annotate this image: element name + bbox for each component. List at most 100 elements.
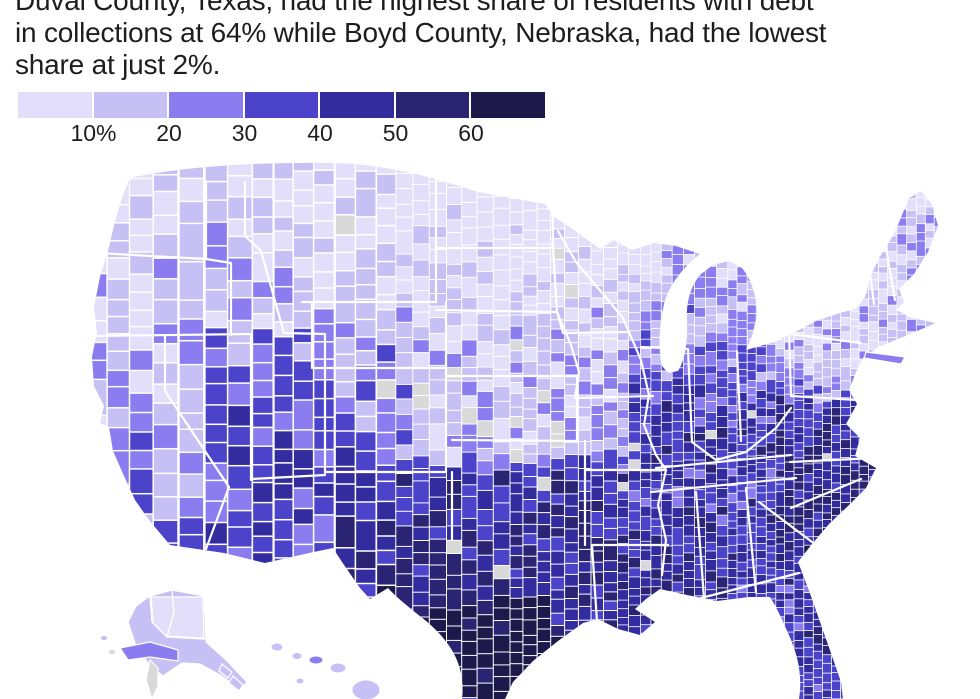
county-cell[interactable] — [590, 619, 606, 634]
county-cell[interactable] — [204, 326, 231, 350]
county-cell[interactable] — [461, 697, 480, 699]
county-cell[interactable] — [850, 527, 862, 538]
county-cell[interactable] — [924, 189, 936, 201]
county-cell[interactable] — [736, 682, 748, 691]
county-cell[interactable] — [694, 694, 707, 699]
county-cell[interactable] — [727, 192, 739, 204]
county-cell[interactable] — [755, 623, 767, 633]
county-cell[interactable] — [906, 428, 918, 441]
county-cell[interactable] — [628, 588, 641, 598]
county-cell[interactable] — [564, 480, 580, 496]
county-cell[interactable] — [640, 200, 653, 211]
county-cell[interactable] — [727, 511, 739, 523]
county-cell[interactable] — [746, 264, 758, 273]
county-cell[interactable] — [933, 191, 944, 202]
county-cell[interactable] — [660, 499, 674, 517]
county-cell[interactable] — [603, 468, 619, 483]
county-cell[interactable] — [906, 453, 918, 465]
county-cell[interactable] — [492, 207, 512, 227]
county-cell[interactable] — [915, 339, 927, 349]
county-cell[interactable] — [671, 216, 685, 226]
county-cell[interactable] — [694, 288, 707, 300]
county-cell[interactable] — [716, 229, 729, 242]
county-cell[interactable] — [84, 691, 110, 699]
county-cell[interactable] — [755, 600, 767, 611]
county-cell[interactable] — [755, 550, 767, 560]
county-cell[interactable] — [412, 669, 431, 685]
county-cell[interactable] — [640, 443, 653, 454]
county-cell[interactable] — [822, 585, 834, 595]
county-cell[interactable] — [933, 627, 944, 638]
county-cell[interactable] — [896, 627, 908, 637]
county-cell[interactable] — [617, 684, 630, 697]
county-cell[interactable] — [775, 242, 787, 254]
county-cell[interactable] — [694, 625, 707, 635]
county-cell[interactable] — [716, 212, 729, 223]
county-cell[interactable] — [784, 277, 796, 289]
county-cell[interactable] — [906, 502, 918, 517]
county-cell[interactable] — [933, 524, 944, 535]
county-cell[interactable] — [671, 649, 685, 662]
county-cell[interactable] — [617, 372, 630, 385]
county-cell[interactable] — [640, 299, 653, 313]
county-cell[interactable] — [128, 559, 156, 581]
county-cell[interactable] — [736, 619, 748, 628]
county-cell[interactable] — [354, 636, 377, 653]
county-cell[interactable] — [705, 532, 718, 544]
county-cell[interactable] — [694, 469, 707, 480]
county-cell[interactable] — [412, 172, 431, 186]
county-cell[interactable] — [603, 226, 619, 238]
county-cell[interactable] — [671, 177, 685, 189]
county-cell[interactable] — [226, 404, 254, 428]
county-cell[interactable] — [522, 250, 538, 264]
county-cell[interactable] — [354, 400, 377, 418]
county-cell[interactable] — [292, 468, 315, 490]
county-cell[interactable] — [660, 250, 674, 260]
county-cell[interactable] — [476, 489, 495, 511]
county-cell[interactable] — [831, 291, 843, 301]
county-cell[interactable] — [509, 256, 525, 271]
county-cell[interactable] — [509, 268, 525, 282]
county-cell[interactable] — [522, 577, 538, 599]
county-cell[interactable] — [312, 184, 336, 205]
county-cell[interactable] — [793, 308, 805, 319]
county-cell[interactable] — [736, 419, 748, 431]
county-cell[interactable] — [292, 327, 315, 345]
county-cell[interactable] — [775, 306, 787, 318]
county-cell[interactable] — [944, 225, 954, 233]
county-cell[interactable] — [803, 350, 815, 361]
county-cell[interactable] — [896, 440, 908, 452]
county-cell[interactable] — [878, 439, 890, 448]
county-cell[interactable] — [683, 451, 696, 462]
county-cell[interactable] — [716, 247, 729, 260]
county-cell[interactable] — [617, 445, 630, 458]
county-cell[interactable] — [775, 268, 787, 277]
county-cell[interactable] — [375, 275, 398, 297]
county-cell[interactable] — [628, 205, 641, 217]
county-cell[interactable] — [746, 229, 758, 244]
county-cell[interactable] — [812, 270, 824, 281]
county-cell[interactable] — [395, 623, 414, 637]
county-cell[interactable] — [522, 544, 538, 558]
county-cell[interactable] — [822, 228, 834, 238]
county-cell[interactable] — [944, 634, 954, 642]
county-cell[interactable] — [727, 279, 739, 290]
county-cell[interactable] — [476, 570, 495, 588]
county-cell[interactable] — [476, 211, 495, 229]
county-cell[interactable] — [375, 308, 398, 332]
county-cell[interactable] — [746, 652, 758, 661]
county-cell[interactable] — [650, 210, 664, 224]
county-cell[interactable] — [755, 288, 767, 299]
county-cell[interactable] — [492, 620, 512, 637]
county-cell[interactable] — [617, 281, 630, 293]
county-cell[interactable] — [812, 191, 824, 201]
county-cell[interactable] — [784, 264, 796, 273]
county-cell[interactable] — [906, 619, 918, 629]
county-cell[interactable] — [536, 653, 553, 665]
county-cell[interactable] — [793, 607, 805, 617]
county-cell[interactable] — [727, 433, 739, 444]
county-cell[interactable] — [896, 384, 908, 399]
county-cell[interactable] — [671, 316, 685, 329]
county-cell[interactable] — [334, 567, 357, 589]
county-cell[interactable] — [251, 196, 274, 219]
